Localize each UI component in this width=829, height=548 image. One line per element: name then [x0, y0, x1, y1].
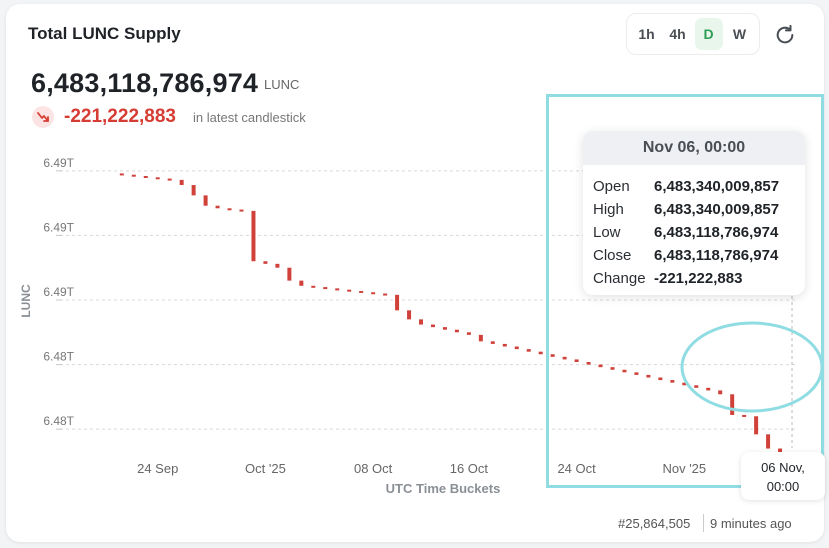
- x-tick-label: Oct '25: [245, 461, 286, 476]
- refresh-icon[interactable]: [774, 24, 796, 46]
- candle[interactable]: [335, 288, 340, 291]
- page-title: Total LUNC Supply: [28, 24, 181, 43]
- trend-down-icon: [32, 106, 54, 128]
- candle[interactable]: [718, 390, 723, 395]
- candle-tooltip: Nov 06, 00:00 Open 6,483,340,009,857 Hig…: [583, 131, 805, 295]
- candle[interactable]: [430, 324, 435, 328]
- candle[interactable]: [287, 267, 292, 281]
- tooltip-change-label: Change: [593, 270, 646, 287]
- tooltip-change-value: -221,222,883: [654, 270, 743, 287]
- highlight-rectangle: [546, 94, 824, 488]
- y-tick-label: 6.48T: [43, 414, 74, 428]
- candle[interactable]: [634, 372, 639, 375]
- x-tick-label: 24 Sep: [137, 461, 178, 476]
- x-axis-title: UTC Time Buckets: [386, 481, 501, 496]
- candle[interactable]: [658, 377, 663, 381]
- candle[interactable]: [442, 327, 447, 330]
- candle[interactable]: [179, 179, 184, 186]
- candle[interactable]: [311, 285, 316, 288]
- candle[interactable]: [191, 185, 196, 196]
- timeframe-d-button[interactable]: D: [694, 18, 723, 50]
- candle[interactable]: [538, 351, 543, 355]
- candle[interactable]: [646, 374, 651, 378]
- candle[interactable]: [706, 387, 711, 391]
- tooltip-close-label: Close: [593, 247, 632, 264]
- candle[interactable]: [119, 173, 124, 176]
- timeframe-4h-button[interactable]: 4h: [669, 26, 686, 42]
- candle[interactable]: [143, 176, 148, 178]
- candle[interactable]: [371, 292, 376, 295]
- candle[interactable]: [347, 289, 352, 292]
- candle[interactable]: [155, 177, 160, 180]
- candle[interactable]: [167, 178, 172, 181]
- candle[interactable]: [670, 380, 675, 383]
- candle[interactable]: [742, 414, 747, 417]
- candle[interactable]: [203, 195, 208, 206]
- crosshair-date-line1: 06 Nov,: [761, 460, 805, 475]
- candle[interactable]: [407, 310, 412, 320]
- timeframe-1h-button[interactable]: 1h: [638, 26, 655, 42]
- timeframe-selector: 1h 4h D W: [626, 13, 760, 55]
- tooltip-open-value: 6,483,340,009,857: [654, 178, 780, 195]
- candle[interactable]: [239, 209, 244, 212]
- y-tick-label: 6.49T: [43, 285, 74, 299]
- candle[interactable]: [754, 416, 759, 435]
- supply-change-value: -221,222,883: [64, 106, 176, 127]
- candle[interactable]: [598, 364, 603, 368]
- x-tick-label: 08 Oct: [354, 461, 393, 476]
- supply-unit: LUNC: [264, 77, 300, 92]
- tooltip-open-label: Open: [593, 178, 630, 195]
- x-tick-label: Nov '25: [662, 461, 706, 476]
- candle[interactable]: [562, 356, 567, 360]
- total-supply-value: 6,483,118,786,974: [31, 68, 259, 98]
- tooltip-high-label: High: [593, 201, 624, 218]
- candle[interactable]: [526, 349, 531, 352]
- tooltip-date: Nov 06, 00:00: [583, 131, 805, 165]
- candle[interactable]: [622, 369, 627, 373]
- x-tick-label: 24 Oct: [557, 461, 596, 476]
- y-axis-title: LUNC: [19, 284, 33, 318]
- tooltip-high-value: 6,483,340,009,857: [654, 201, 780, 218]
- candle[interactable]: [730, 394, 735, 415]
- candle[interactable]: [610, 367, 615, 370]
- timeframe-w-button[interactable]: W: [732, 26, 747, 42]
- candle[interactable]: [466, 332, 471, 335]
- candle[interactable]: [251, 210, 256, 262]
- block-id[interactable]: #25,864,505: [618, 516, 691, 531]
- last-updated: 9 minutes ago: [710, 516, 792, 531]
- candle[interactable]: [419, 319, 424, 325]
- y-tick-label: 6.49T: [43, 220, 74, 234]
- tooltip-low-label: Low: [593, 224, 621, 241]
- candle[interactable]: [682, 382, 687, 386]
- candle[interactable]: [502, 343, 507, 347]
- tooltip-close-value: 6,483,118,786,974: [654, 247, 779, 264]
- candle[interactable]: [215, 205, 220, 209]
- candle[interactable]: [299, 280, 304, 286]
- crosshair-date-line2: 00:00: [766, 479, 800, 494]
- candle[interactable]: [574, 359, 579, 362]
- x-tick-label: 16 Oct: [450, 461, 489, 476]
- candle[interactable]: [766, 434, 771, 449]
- candle[interactable]: [131, 174, 136, 177]
- crosshair-date-label: 06 Nov, 00:00: [741, 452, 825, 500]
- candle[interactable]: [694, 385, 699, 388]
- tooltip-low-value: 6,483,118,786,974: [654, 224, 779, 241]
- candle[interactable]: [490, 341, 495, 344]
- candle[interactable]: [263, 261, 268, 264]
- candle[interactable]: [586, 362, 591, 365]
- candle[interactable]: [454, 329, 459, 333]
- y-tick-label: 6.49T: [43, 156, 74, 170]
- candle[interactable]: [323, 287, 328, 290]
- candle[interactable]: [275, 263, 280, 268]
- candle[interactable]: [359, 290, 364, 293]
- supply-change-note: in latest candlestick: [193, 110, 306, 125]
- candle[interactable]: [514, 346, 519, 350]
- footer-divider: [703, 514, 704, 532]
- candle[interactable]: [478, 334, 483, 342]
- candle[interactable]: [395, 294, 400, 311]
- candle[interactable]: [227, 208, 232, 211]
- candle[interactable]: [383, 293, 388, 296]
- y-tick-label: 6.48T: [43, 350, 74, 364]
- candle[interactable]: [550, 354, 555, 357]
